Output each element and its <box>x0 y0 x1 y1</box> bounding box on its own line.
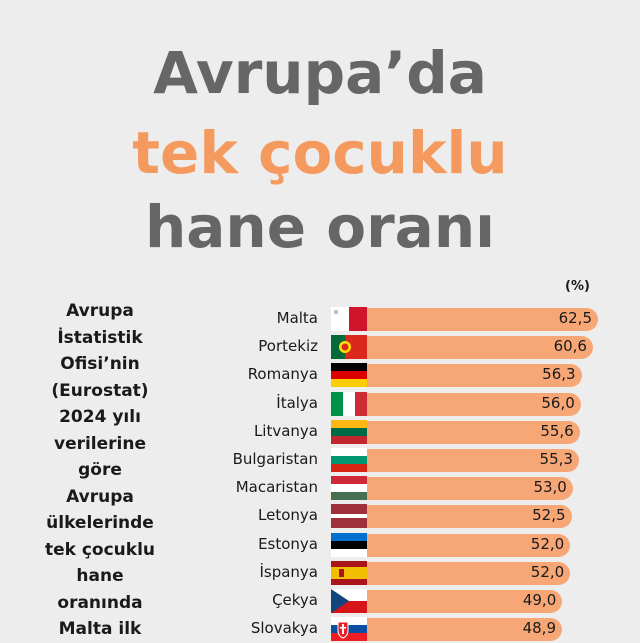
value-label: 60,6 <box>553 337 587 356</box>
title-line-3: hane oranı <box>144 193 495 261</box>
hungary-flag-icon <box>331 476 367 501</box>
bar <box>364 561 571 585</box>
country-label: Bulgaristan <box>232 450 318 468</box>
side-note-line: Ofisi’nin <box>60 354 140 374</box>
bar-row: Estonya 52,0 <box>0 530 640 558</box>
bar <box>364 449 579 472</box>
bar <box>364 420 580 444</box>
bar <box>364 392 581 416</box>
value-label: 56,0 <box>541 393 575 412</box>
country-label: Estonya <box>258 534 318 553</box>
side-note-line: Avrupa <box>66 486 134 507</box>
side-note-line: Avrupa <box>66 301 134 321</box>
bar <box>364 505 572 529</box>
bar-row: Malta 62,5 <box>0 304 640 332</box>
value-label: 52,0 <box>530 534 565 553</box>
bar <box>364 336 593 360</box>
bar <box>364 364 582 388</box>
bar-row: Çekya 49,0 <box>0 586 640 614</box>
germany-flag-icon <box>331 363 367 388</box>
value-label: 55,6 <box>540 421 574 440</box>
side-note: Avrupa İstatistik Ofisi’nin (Eurostat) 2024 … <box>16 298 184 643</box>
slovakia-flag-icon <box>331 617 367 642</box>
bar-row: Slovakya 48,9 <box>0 614 640 642</box>
estonia-flag-icon <box>331 532 367 557</box>
value-label: 55,3 <box>539 450 573 468</box>
bar-row: Litvanya 55,6 <box>0 417 640 445</box>
value-label: 48,9 <box>522 619 556 638</box>
unit-label: (%) <box>565 279 590 294</box>
country-label: Malta <box>276 309 318 327</box>
country-label: Slovakya <box>250 619 318 638</box>
malta-flag-icon <box>331 307 367 331</box>
value-label: 52,0 <box>530 562 565 581</box>
bar-row: İspanya 52,0 <box>0 558 640 586</box>
title-line-2: tek çocuklu <box>132 119 508 187</box>
bar <box>364 477 573 501</box>
czechia-flag-icon <box>331 589 367 613</box>
country-label: İtalya <box>276 393 318 412</box>
country-label: İspanya <box>259 562 318 581</box>
bulgaria-flag-icon <box>331 448 367 472</box>
value-label: 56,3 <box>542 365 576 384</box>
bar-row: Macaristan 53,0 <box>0 473 640 501</box>
side-note-line: (Eurostat) <box>51 380 149 401</box>
side-note-line: oranında <box>57 592 143 613</box>
spain-flag-icon <box>331 560 367 585</box>
side-note-line: İstatistik <box>57 327 143 348</box>
country-label: Portekiz <box>258 337 318 356</box>
bar-row: Portekiz 60,6 <box>0 332 640 360</box>
bar-row: Bulgaristan 55,3 <box>0 445 640 473</box>
country-label: Romanya <box>247 365 318 384</box>
side-note-line: tek çocuklu <box>44 539 156 560</box>
value-label: 52,5 <box>532 506 566 525</box>
country-label: Litvanya <box>253 421 318 440</box>
side-note-line: hane <box>76 566 124 586</box>
lithuania-flag-icon <box>331 419 367 444</box>
bar-row: İtalya 56,0 <box>0 389 640 417</box>
side-note-line: ülkelerinde <box>46 513 154 533</box>
portugal-flag-icon <box>331 335 367 360</box>
value-label: 62,5 <box>558 309 592 327</box>
value-label: 53,0 <box>533 478 567 497</box>
country-label: Macaristan <box>235 478 318 497</box>
bar <box>364 590 563 613</box>
bar-row: Letonya 52,5 <box>0 501 640 529</box>
bar <box>364 618 562 642</box>
bar-row: Romanya 56,3 <box>0 360 640 388</box>
italy-flag-icon <box>331 391 367 416</box>
side-note-line: 2024 yılı <box>59 407 141 427</box>
value-label: 49,0 <box>522 591 557 609</box>
latvia-flag-icon <box>331 504 367 529</box>
country-label: Çekya <box>272 591 318 609</box>
bar <box>364 533 571 557</box>
title-line-1: Avrupa’da <box>153 39 487 107</box>
side-note-line: verilerine <box>53 433 147 454</box>
side-note-line: göre <box>78 460 122 480</box>
country-label: Letonya <box>258 506 318 525</box>
bar <box>364 308 598 331</box>
side-note-line: Malta ilk <box>58 619 142 639</box>
